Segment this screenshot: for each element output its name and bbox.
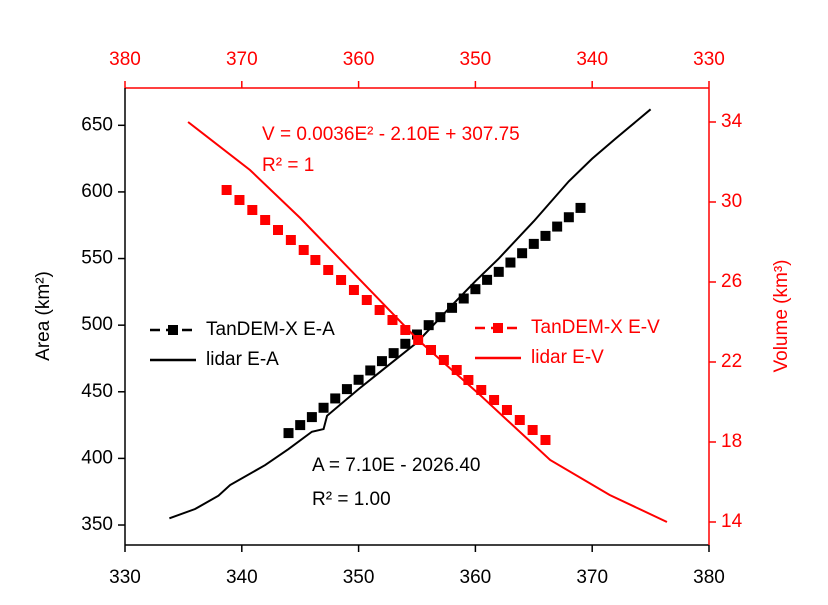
marker	[376, 356, 387, 367]
marker	[247, 205, 258, 215]
x-tick-label: 340	[226, 567, 258, 588]
marker	[476, 385, 487, 395]
annotation: V = 0.0036E² - 2.10E + 307.75	[262, 124, 520, 145]
y-tick-label: 450	[81, 381, 113, 402]
line	[187, 121, 668, 523]
y-tick-label: 600	[81, 181, 113, 202]
marker	[463, 375, 474, 385]
marker	[451, 365, 462, 375]
marker	[540, 435, 551, 445]
marker	[353, 374, 364, 385]
marker	[400, 325, 411, 335]
x-tick-label: 330	[109, 567, 141, 588]
marker	[438, 355, 449, 365]
marker	[298, 245, 309, 255]
annotation: R² = 1	[262, 155, 314, 176]
marker	[323, 265, 334, 275]
annotation: A = 7.10E - 2026.40	[312, 455, 481, 476]
y-tick-label: 550	[81, 248, 113, 269]
y-tick-label: 650	[81, 114, 113, 135]
x2-tick-label: 380	[109, 49, 141, 70]
marker	[514, 415, 525, 425]
marker	[552, 221, 563, 232]
marker	[318, 402, 329, 413]
marker	[470, 284, 481, 295]
y2-axis-label: Volume (km³)	[771, 260, 792, 373]
y-tick-label: 350	[81, 514, 113, 535]
marker	[306, 412, 317, 423]
marker	[361, 295, 372, 305]
x-tick-label: 380	[693, 567, 725, 588]
marker	[505, 257, 516, 268]
marker	[528, 238, 539, 249]
marker	[310, 255, 321, 265]
marker	[336, 275, 347, 285]
y2-tick-label: 14	[721, 511, 743, 532]
marker	[458, 293, 469, 304]
line	[169, 108, 652, 520]
x-tick-label: 350	[343, 567, 375, 588]
marker	[283, 428, 294, 439]
y-tick-label: 500	[81, 314, 113, 335]
marker	[387, 315, 398, 325]
marker	[517, 248, 528, 259]
marker	[489, 395, 500, 405]
marker	[273, 225, 284, 235]
marker	[575, 202, 586, 213]
marker	[400, 338, 411, 349]
x-tick-label: 360	[460, 567, 492, 588]
marker	[423, 320, 434, 331]
y2-tick-label: 18	[721, 431, 742, 452]
legend-label: TanDEM-X E-V	[531, 317, 660, 338]
y2-tick-label: 26	[721, 271, 742, 292]
x2-tick-label: 330	[693, 49, 725, 70]
marker	[426, 345, 437, 355]
marker	[527, 425, 538, 435]
marker	[412, 329, 422, 340]
marker	[221, 185, 232, 195]
y2-tick-label: 22	[721, 351, 742, 372]
marker	[365, 365, 376, 376]
marker	[563, 212, 574, 223]
marker	[341, 384, 352, 395]
marker	[493, 266, 504, 277]
annotation: R² = 1.00	[312, 489, 391, 510]
marker	[540, 230, 551, 241]
legend-marker	[493, 323, 503, 333]
marker	[330, 393, 341, 404]
x-tick-label: 370	[576, 567, 608, 588]
x2-tick-label: 370	[226, 49, 258, 70]
x2-tick-label: 350	[460, 49, 492, 70]
marker	[447, 302, 458, 313]
marker	[501, 405, 512, 415]
marker	[482, 274, 493, 285]
legend-marker	[168, 325, 178, 335]
legend-label: TanDEM-X E-A	[206, 319, 335, 340]
marker	[285, 235, 296, 245]
y-tick-label: 400	[81, 447, 113, 468]
marker	[260, 215, 271, 225]
marker	[374, 305, 385, 315]
marker	[234, 195, 245, 205]
marker	[348, 285, 359, 295]
y2-tick-label: 30	[721, 191, 742, 212]
legend-label: lidar E-A	[206, 349, 279, 370]
y2-tick-label: 34	[721, 111, 743, 132]
y-axis-label: Area (km²)	[33, 271, 54, 361]
marker	[295, 420, 306, 431]
x2-tick-label: 340	[576, 49, 608, 70]
legend-label: lidar E-V	[531, 347, 604, 368]
x2-tick-label: 360	[343, 49, 375, 70]
marker	[388, 348, 399, 359]
